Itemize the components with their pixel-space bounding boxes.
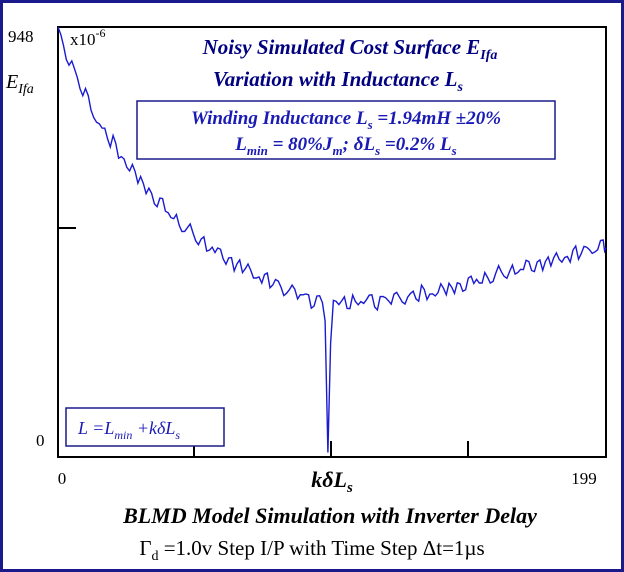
y-multiplier: x10-6 [70, 26, 106, 49]
footer-line1: BLMD Model Simulation with Inverter Dela… [122, 503, 537, 528]
x-tick-label-right: 199 [571, 469, 597, 488]
info-box [136, 100, 556, 160]
legend-formula: L =Lmin +kδLs [77, 418, 180, 442]
footer-line2: Γd =1.0v Step I/P with Time Step Δt=1µs [139, 536, 484, 564]
series-line-e-ifa [57, 26, 607, 453]
x-tick-label-left: 0 [58, 469, 67, 488]
x-axis-label: kδLs [311, 467, 353, 496]
info-line1: Winding Inductance Ls =1.94mH ±20% [191, 108, 501, 132]
chart-title-line2: Variation with Inductance Ls [213, 67, 463, 95]
chart-title-line1: Noisy Simulated Cost Surface EIfa [202, 35, 498, 63]
y-axis-label: EIfa [5, 71, 34, 97]
y-tick-label-top: 948 [8, 27, 34, 46]
legend-box [65, 407, 225, 447]
plot-area [57, 26, 607, 458]
y-tick-label-bottom: 0 [36, 431, 45, 450]
info-line2: Lmin = 80%Jm; δLs =0.2% Ls [234, 134, 456, 158]
